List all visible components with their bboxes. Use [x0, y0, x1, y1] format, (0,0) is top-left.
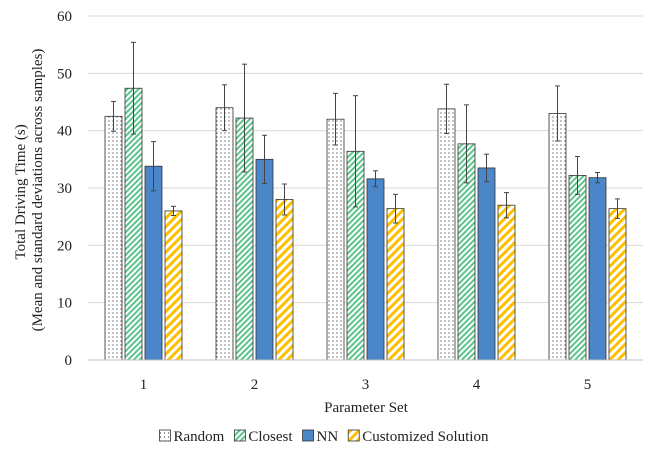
legend-label: Random [174, 429, 225, 445]
legend-label: Customized Solution [362, 429, 489, 445]
bar [144, 165, 163, 361]
bar [608, 208, 627, 361]
bar [437, 108, 456, 361]
legend-swatch [302, 429, 314, 442]
legend-swatch [347, 429, 360, 442]
bar [497, 204, 516, 361]
legend-swatch [159, 429, 171, 442]
bar [275, 199, 294, 361]
legend-items: Random Closest NN Customized Solution [159, 429, 489, 445]
axes: 0 10 20 30 40 50 60 1 2 3 4 5 [57, 9, 643, 393]
y-tick-label: 10 [57, 296, 72, 312]
bar [104, 115, 123, 361]
bars [104, 41, 627, 361]
y-axis-title-line1: Total Driving Time (s) [13, 124, 29, 259]
y-tick-label: 60 [57, 9, 72, 25]
bar [588, 177, 607, 361]
x-tick-label: 2 [251, 377, 259, 393]
y-tick-label: 50 [57, 66, 72, 82]
y-tick-label: 20 [57, 238, 72, 254]
legend-label: NN [317, 429, 339, 445]
x-tick-label: 5 [584, 377, 592, 393]
bar [215, 107, 234, 361]
legend-swatch [233, 429, 246, 442]
bar [164, 210, 183, 361]
bar [326, 118, 345, 361]
x-tick-label: 1 [140, 377, 148, 393]
bar [386, 208, 405, 361]
bar [477, 167, 496, 361]
x-axis-title: Parameter Set [324, 400, 409, 416]
legend-label: Closest [248, 429, 293, 445]
legend: Random Closest NN Customized Solution [159, 429, 489, 445]
bar [255, 158, 274, 361]
y-tick-label: 30 [57, 181, 72, 197]
y-tick-label: 0 [65, 353, 73, 369]
x-tick-label: 4 [473, 377, 481, 393]
bar [568, 174, 587, 361]
bar [366, 178, 385, 361]
bar [548, 113, 567, 361]
x-tick-label: 3 [362, 377, 370, 393]
y-axis-title-line2: (Mean and standard deviations across sam… [30, 49, 46, 332]
y-tick-label: 40 [57, 124, 72, 140]
y-axis-title: Total Driving Time (s) (Mean and standar… [13, 49, 46, 332]
